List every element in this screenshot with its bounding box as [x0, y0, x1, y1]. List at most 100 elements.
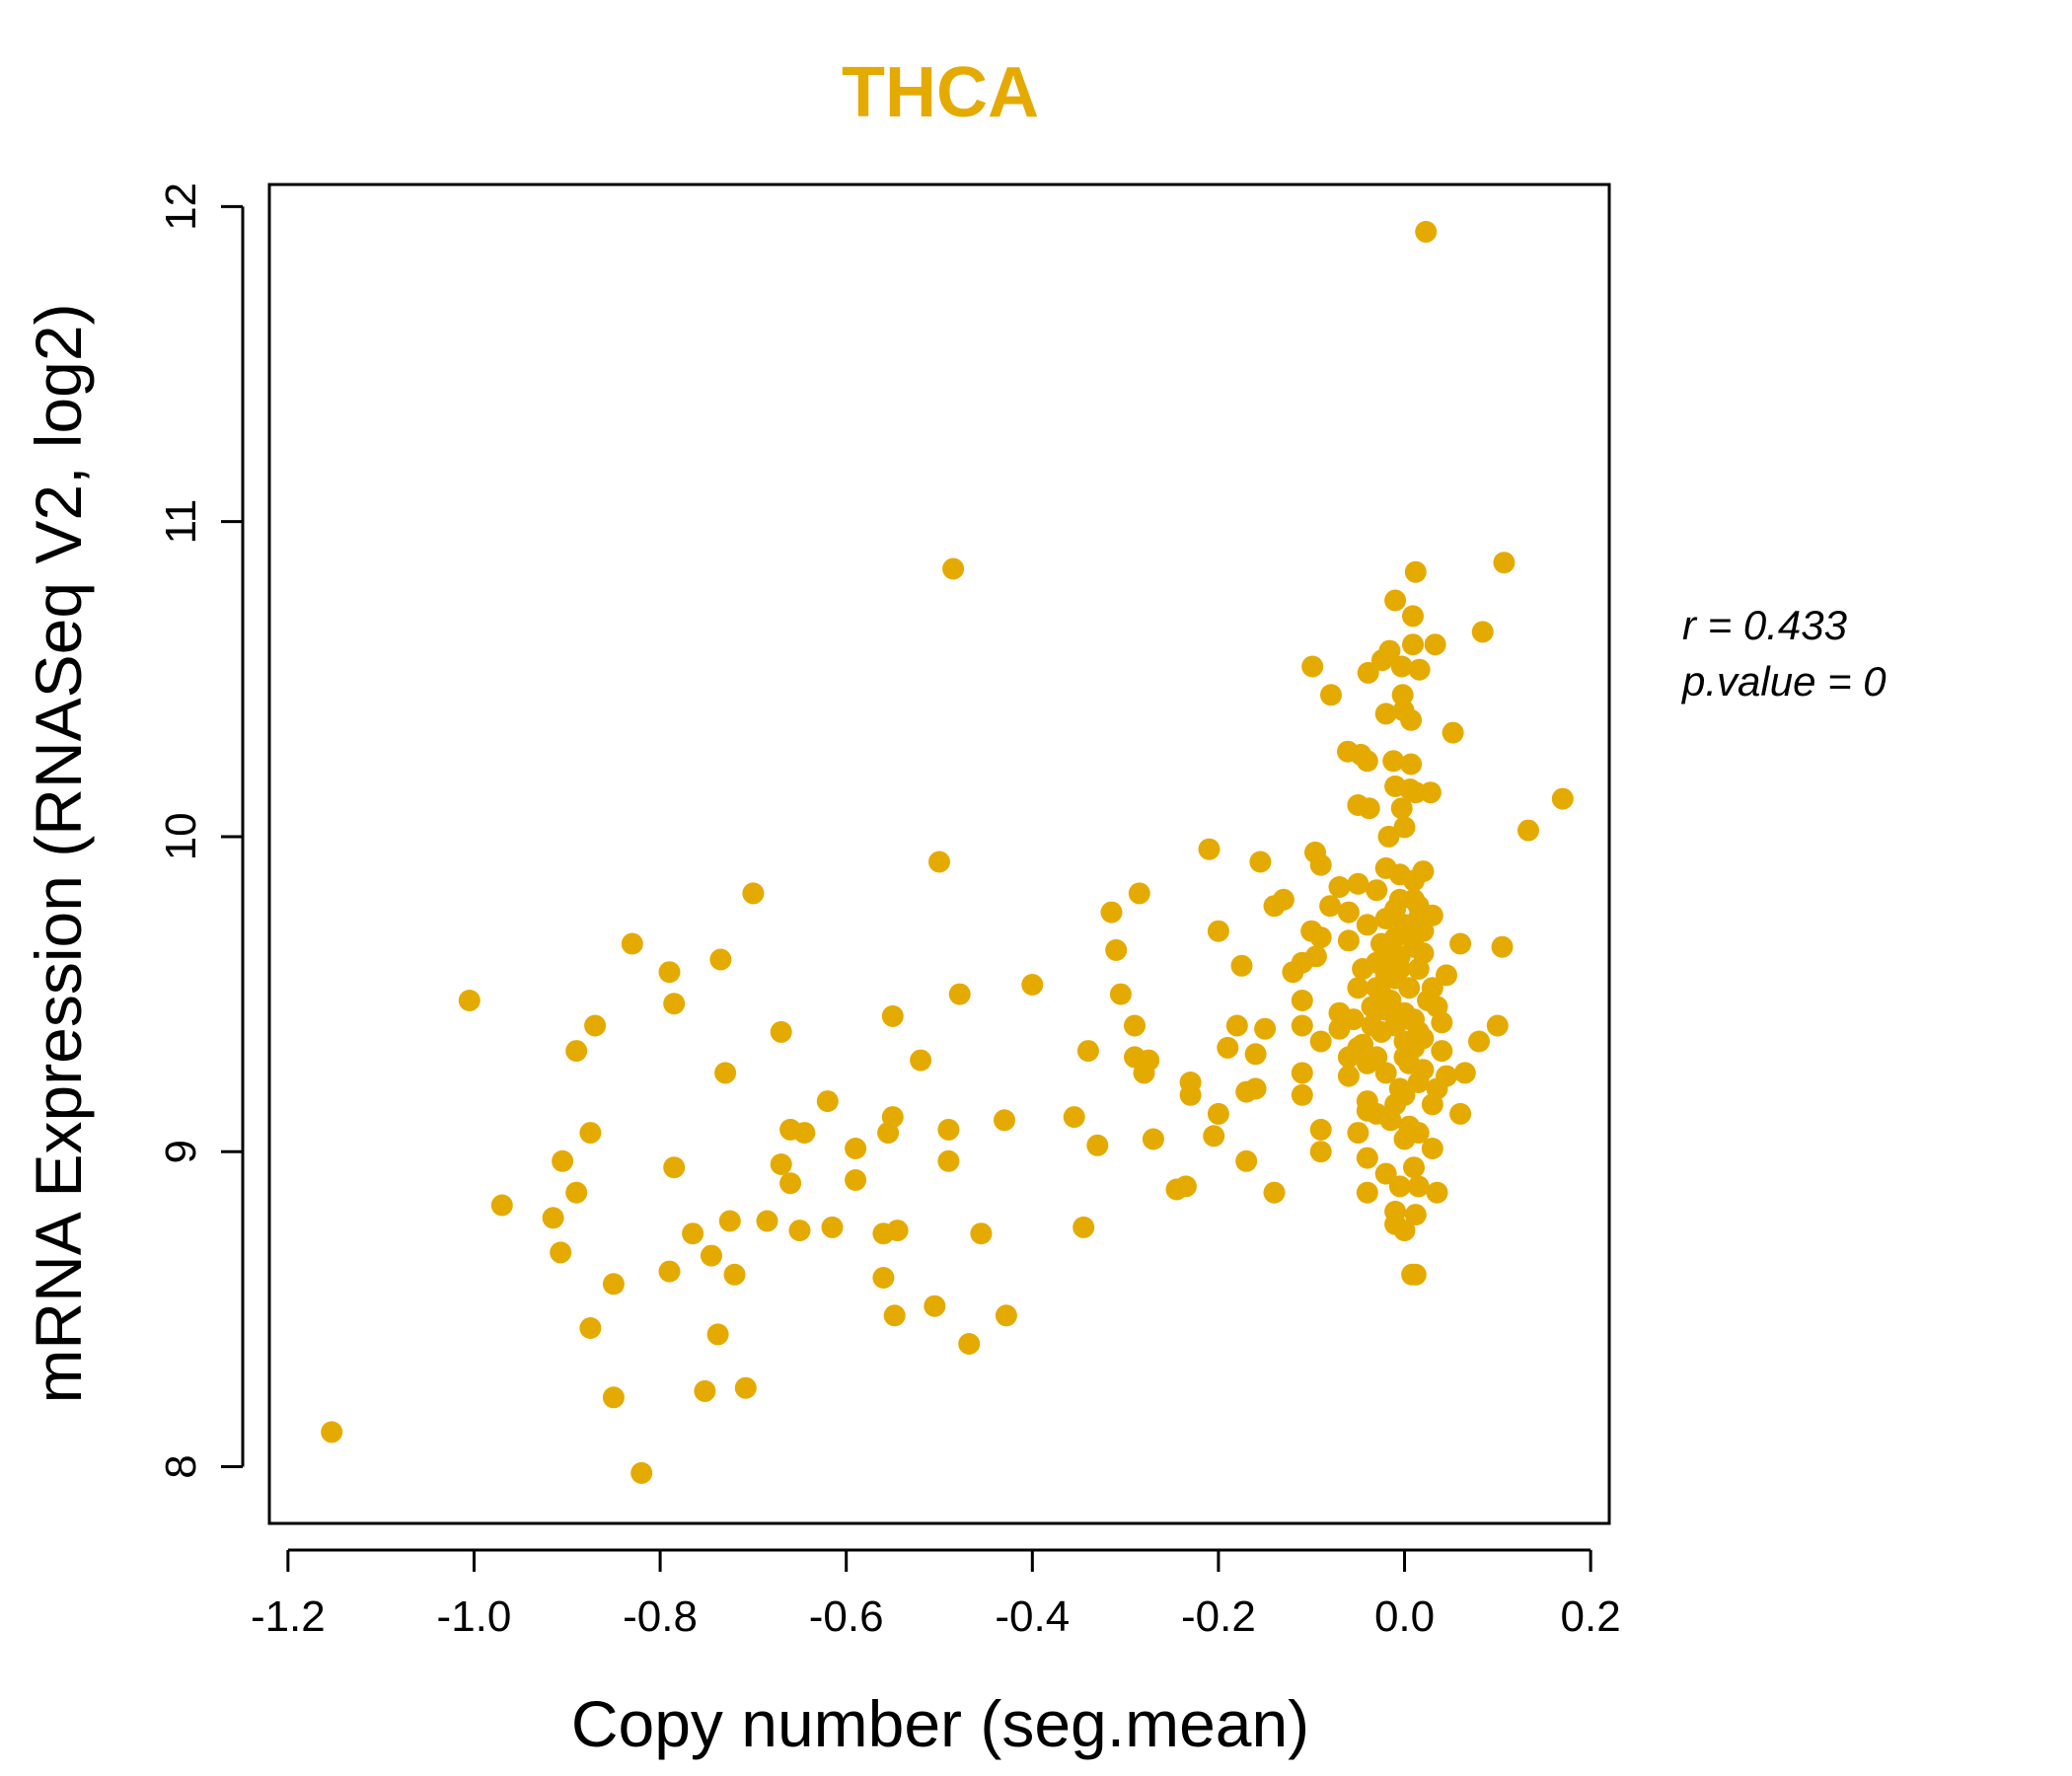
data-point — [1404, 1204, 1427, 1226]
data-point — [1021, 974, 1044, 996]
data-point — [742, 882, 765, 905]
data-point — [1377, 825, 1400, 848]
data-point — [1357, 661, 1379, 684]
data-point — [1142, 1128, 1164, 1150]
data-point — [1342, 1008, 1365, 1031]
data-point — [1388, 1175, 1411, 1198]
data-point — [1249, 851, 1272, 873]
data-point — [1370, 649, 1393, 672]
data-point — [579, 1122, 602, 1145]
data-point — [602, 1386, 625, 1409]
data-point — [1393, 1220, 1416, 1242]
data-point — [565, 1040, 588, 1063]
data-point — [877, 1122, 900, 1145]
data-point — [1361, 996, 1383, 1018]
data-point — [1356, 1052, 1378, 1074]
data-points — [321, 220, 1574, 1484]
data-point — [663, 993, 686, 1015]
x-tick-label: 0.0 — [1374, 1592, 1435, 1641]
data-point — [321, 1421, 343, 1443]
data-point — [1291, 990, 1313, 1011]
data-point — [1356, 750, 1378, 773]
data-point — [1400, 753, 1423, 776]
data-point — [1408, 658, 1431, 681]
data-point — [845, 1138, 867, 1159]
data-point — [1407, 1175, 1430, 1198]
data-point — [1366, 1102, 1388, 1125]
data-point — [1309, 926, 1332, 949]
data-point — [1304, 945, 1327, 968]
data-point — [1291, 1083, 1313, 1106]
data-point — [1374, 908, 1397, 929]
data-point — [1358, 797, 1380, 820]
data-point — [994, 1109, 1015, 1132]
data-point — [1491, 935, 1514, 958]
data-point — [1254, 1017, 1277, 1040]
data-point — [1128, 882, 1150, 905]
data-point — [1165, 1178, 1188, 1201]
data-point — [1449, 1102, 1472, 1125]
data-point — [1291, 1062, 1313, 1084]
x-tick-label: -0.6 — [809, 1592, 884, 1641]
y-axis-label: mRNA Expression (RNASeq V2, log2) — [22, 303, 95, 1403]
data-point — [937, 1149, 960, 1172]
data-point — [542, 1207, 564, 1229]
data-point — [550, 1241, 572, 1264]
data-point — [1263, 1181, 1286, 1204]
data-point — [1404, 560, 1427, 583]
x-tick-label: -1.0 — [437, 1592, 512, 1641]
data-point — [970, 1222, 993, 1245]
data-point — [723, 1263, 746, 1286]
data-point — [1347, 1122, 1369, 1145]
data-point — [958, 1333, 981, 1355]
data-point — [658, 1260, 681, 1283]
data-point — [621, 932, 643, 955]
data-point — [928, 851, 950, 873]
data-point — [1412, 920, 1435, 942]
p-value-label: p.value = 0 — [1680, 658, 1887, 704]
data-point — [458, 990, 481, 1011]
x-tick-label: -0.4 — [995, 1592, 1070, 1641]
data-point — [1449, 932, 1472, 955]
data-point — [1337, 929, 1360, 952]
data-point — [663, 1156, 686, 1179]
plot-frame — [267, 183, 1611, 1525]
data-point — [1436, 964, 1457, 987]
data-point — [579, 1317, 602, 1339]
data-point — [718, 1210, 741, 1232]
data-point — [1105, 938, 1128, 961]
data-point — [1100, 901, 1123, 924]
x-axis-ticks: -1.2 -1.0 -0.8 -0.6 -0.4 -0.2 0.0 0.2 — [251, 1550, 1621, 1641]
x-tick-label: -0.2 — [1181, 1592, 1256, 1641]
data-point — [821, 1216, 844, 1238]
data-point — [816, 1090, 839, 1113]
data-point — [1263, 895, 1286, 918]
data-point — [1207, 920, 1229, 942]
data-point — [490, 1194, 513, 1217]
data-point — [1309, 1030, 1332, 1053]
data-point — [1468, 1030, 1490, 1053]
data-point — [1225, 1014, 1248, 1037]
data-point — [1419, 781, 1442, 804]
data-point — [1320, 684, 1342, 706]
data-point — [1517, 819, 1539, 842]
data-point — [1551, 787, 1574, 810]
data-point — [1471, 621, 1494, 643]
data-point — [1203, 1125, 1225, 1147]
data-point — [1356, 1181, 1378, 1204]
data-point — [1235, 1149, 1258, 1172]
data-point — [1198, 838, 1221, 860]
data-point — [1230, 954, 1253, 977]
data-point — [1347, 977, 1369, 999]
data-point — [1390, 655, 1413, 678]
data-point — [942, 557, 965, 580]
x-tick-label: 0.2 — [1561, 1592, 1621, 1641]
data-point — [1366, 879, 1388, 902]
data-point — [1244, 1077, 1267, 1100]
data-point — [706, 1323, 729, 1346]
data-point — [910, 1049, 932, 1072]
data-point — [1063, 1106, 1085, 1129]
data-point — [756, 1210, 778, 1232]
data-point — [1486, 1014, 1509, 1037]
